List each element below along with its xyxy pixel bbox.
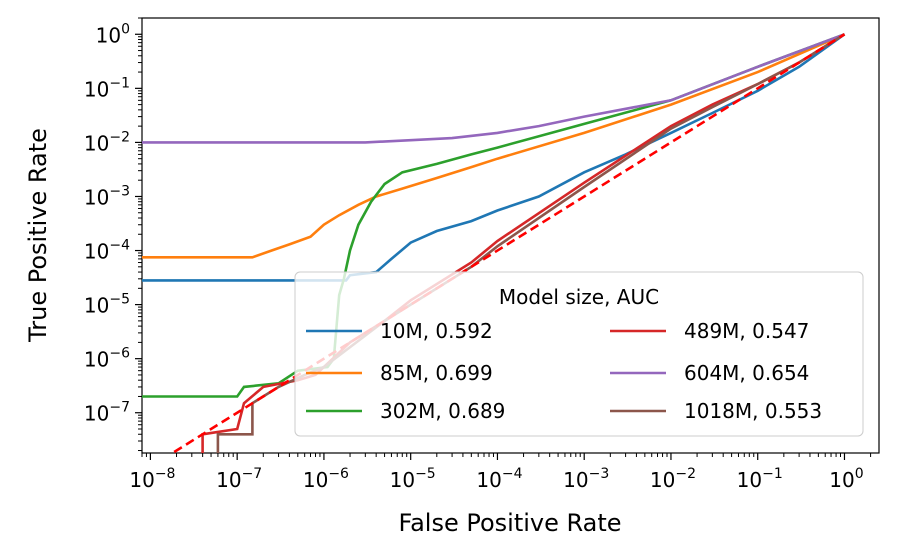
legend-label-1: 85M, 0.699	[380, 361, 493, 385]
reference-diagonal-line	[170, 33, 846, 453]
legend-label-5: 1018M, 0.553	[684, 399, 822, 423]
y-tick-label-5: 10−2	[84, 129, 130, 155]
x-axis-label: False Positive Rate	[398, 509, 621, 537]
y-tick-label-3: 10−4	[84, 238, 130, 264]
plot-area: Model size, AUC 10M, 0.592 85M, 0.699 302M…	[141, 17, 880, 454]
x-tick-label-7: 10−1	[737, 466, 783, 492]
x-tick-label-8: 100	[829, 466, 863, 492]
legend-box	[294, 271, 864, 437]
x-tick-label-6: 10−2	[650, 466, 696, 492]
x-tick-label-1: 10−7	[216, 466, 262, 492]
legend-label-4: 604M, 0.654	[684, 361, 809, 385]
legend-label-0: 10M, 0.592	[380, 319, 493, 343]
y-tick-label-1: 10−6	[84, 346, 130, 372]
legend-label-3: 489M, 0.547	[684, 319, 809, 343]
legend-entries: 10M, 0.592 85M, 0.699 302M, 0.689 489M, 0.5…	[306, 319, 822, 423]
x-axis-ticks: 10−8 10−7 10−6 10−5 10−4 10−3 10−2 10−1 100	[129, 453, 872, 492]
y-tick-label-0: 10−7	[84, 400, 130, 426]
plot-frame	[141, 17, 880, 454]
y-axis-label: True Positive Rate	[24, 128, 52, 343]
legend: Model size, AUC 10M, 0.592 85M, 0.699 302M…	[294, 271, 864, 437]
y-tick-label-7: 100	[96, 21, 130, 47]
legend-label-2: 302M, 0.689	[380, 399, 505, 423]
y-tick-label-6: 10−1	[84, 75, 130, 101]
series-line-4	[142, 33, 845, 144]
x-tick-label-4: 10−4	[476, 466, 522, 492]
y-tick-label-4: 10−3	[84, 183, 130, 209]
series-line-2	[142, 33, 845, 398]
x-tick-label-0: 10−8	[129, 466, 175, 492]
x-tick-label-5: 10−3	[563, 466, 609, 492]
y-axis-ticks: 10−7 10−6 10−5 10−4 10−3 10−2 10−1 100	[84, 17, 142, 452]
legend-title: Model size, AUC	[499, 285, 659, 309]
y-tick-label-2: 10−5	[84, 292, 130, 318]
x-tick-label-2: 10−6	[303, 466, 349, 492]
x-tick-label-3: 10−5	[390, 466, 436, 492]
